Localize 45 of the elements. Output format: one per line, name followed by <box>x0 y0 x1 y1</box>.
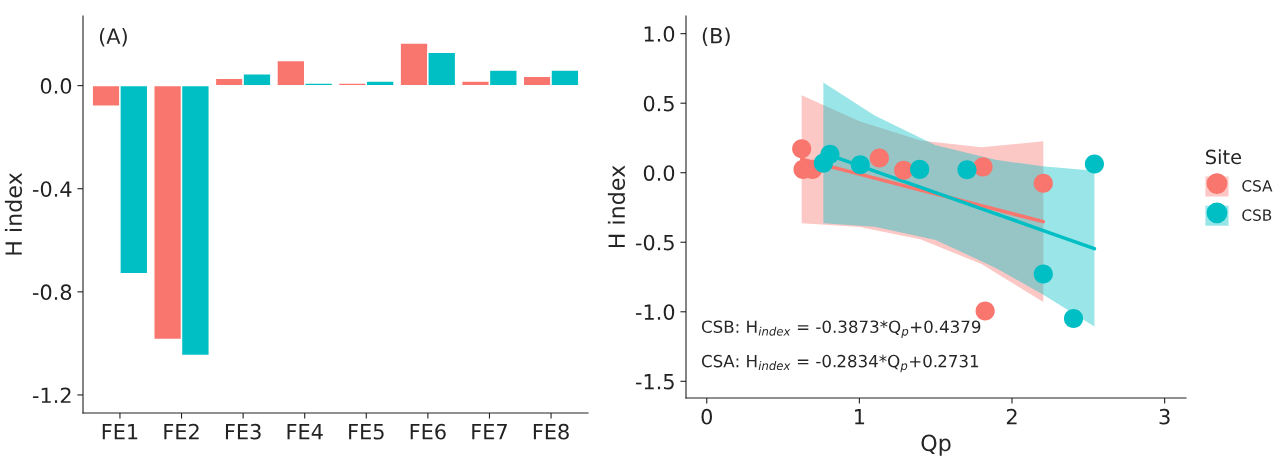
point <box>973 157 993 177</box>
point <box>1063 308 1084 329</box>
x-tick-label: 1 <box>855 409 865 425</box>
x-tick-label: FE4 <box>287 424 323 440</box>
point <box>820 144 840 164</box>
point <box>1033 173 1053 193</box>
x-axis-title: Qp <box>921 434 951 456</box>
x-tick-label: FE1 <box>102 424 138 440</box>
point <box>1084 154 1104 174</box>
point <box>869 148 889 168</box>
text: (A) <box>99 27 127 47</box>
y-tick-label: -0.8 <box>32 284 72 301</box>
y-axis-title: H index <box>4 172 23 255</box>
x-tick-label: FE2 <box>164 423 199 440</box>
y-tick-label: -1.2 <box>32 387 71 403</box>
y-tick-label: -0.5 <box>635 234 674 251</box>
y-tick-label: -1.0 <box>635 304 675 320</box>
x-tick-label: FE5 <box>349 424 384 440</box>
legend-title: Site <box>1206 149 1242 165</box>
y-tick-label: 1.0 <box>644 26 675 42</box>
annotation: CSB: H$_{index}$ = -0.3873*Q$_{p}$+0.4379 <box>701 320 981 338</box>
x-tick-label: 0 <box>701 408 712 425</box>
y-axis-title: H index <box>607 165 626 248</box>
x-tick-label: FE7 <box>472 424 507 440</box>
point <box>792 139 812 159</box>
point <box>975 301 995 321</box>
point <box>894 160 914 180</box>
y-tick-label: 0.0 <box>643 165 675 181</box>
y-tick-label: 0.0 <box>40 78 72 94</box>
legend-label: CSB <box>1242 209 1272 221</box>
x-tick-label: FE8 <box>533 423 569 440</box>
y-tick-label: -1.5 <box>635 374 674 390</box>
x-tick-label: FE6 <box>410 423 446 440</box>
point <box>850 155 870 175</box>
point <box>957 160 977 180</box>
x-tick-label: 2 <box>1006 408 1017 425</box>
legend-label: CSA <box>1242 180 1273 192</box>
x-tick-label: 3 <box>1159 408 1170 425</box>
y-tick-label: -0.4 <box>32 181 72 197</box>
x-tick-label: FE3 <box>225 423 261 440</box>
point <box>1033 264 1053 284</box>
y-tick-label: 0.5 <box>643 95 674 112</box>
annotation: CSA: H$_{index}$ = -0.2834*Q$_{p}$+0.2731 <box>701 354 979 373</box>
chart-title: (B) <box>702 27 730 47</box>
point <box>910 159 930 179</box>
